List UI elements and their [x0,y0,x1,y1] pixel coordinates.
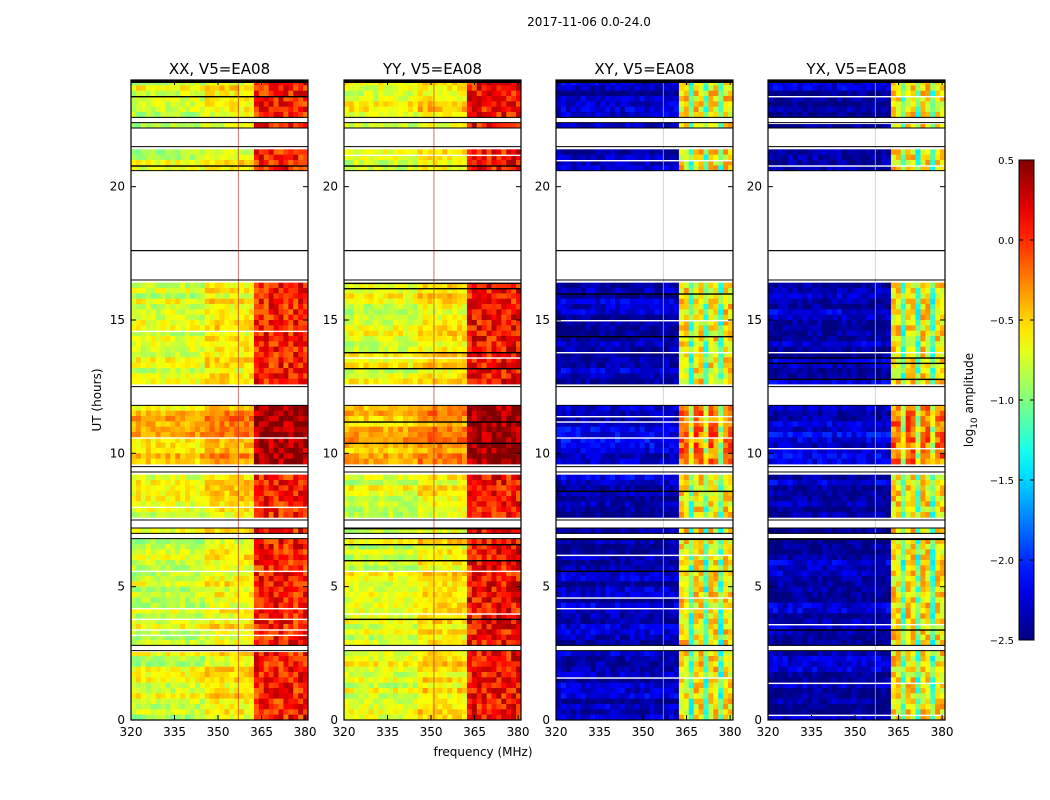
y-tick-label: 15 [747,313,762,327]
x-tick-label: 350 [207,725,230,739]
y-tick-label: 20 [747,180,762,194]
y-tick-label: 20 [323,180,338,194]
panel-title: XX, V5=EA08 [169,60,270,78]
x-tick-label: 365 [675,725,698,739]
panel-title: YY, V5=EA08 [382,60,482,78]
x-tick-label: 335 [800,725,823,739]
spectrogram-image [131,80,308,720]
panel-3: XY, V5=EA08 320 335 350 365 380 0 5 10 15 20 [535,60,742,739]
colorbar-tick-label: 0.0 [998,236,1014,247]
spectrogram-image [344,80,521,720]
colorbar-tick-label: −2.5 [990,636,1014,647]
panel-title: XY, V5=EA08 [594,60,694,78]
x-tick-label: 335 [588,725,611,739]
colorbar-tick-label: −2.0 [990,556,1014,567]
colorbar: 0.5 0.0 −0.5 −1.0 −1.5 −2.0 −2.5 log10 amplitud… [962,156,1035,647]
colorbar-tick-label: −1.0 [990,396,1014,407]
y-tick-label: 0 [754,713,762,727]
x-tick-label: 380 [507,725,530,739]
colorbar-label: log10 amplitude [962,353,980,447]
y-tick-label: 10 [110,446,125,460]
panel-4: YX, V5=EA08 320 335 350 365 380 0 5 10 15 20 [747,60,954,739]
x-tick-label: 365 [463,725,486,739]
y-tick-label: 5 [542,580,550,594]
x-tick-label: 380 [931,725,954,739]
y-tick-label: 5 [117,580,125,594]
x-tick-label: 320 [757,725,780,739]
colorbar-tick-label: −0.5 [990,316,1014,327]
spectrogram-image [556,80,733,720]
x-tick-label: 320 [545,725,568,739]
x-tick-label: 320 [333,725,356,739]
y-axis-label: UT (hours) [90,368,104,431]
figure-suptitle: 2017-11-06 0.0-24.0 [527,15,651,29]
y-tick-label: 10 [535,446,550,460]
x-tick-label: 335 [163,725,186,739]
y-tick-label: 0 [330,713,338,727]
panel-1: XX, V5=EA08 320 335 350 365 380 0 5 10 15 20 [110,60,317,739]
y-tick-label: 20 [110,180,125,194]
x-tick-label: 350 [632,725,655,739]
y-tick-label: 10 [323,446,338,460]
colorbar-tick-label: 0.5 [998,156,1014,167]
colorbar-tick-label: −1.5 [990,476,1014,487]
spectrogram-image [768,80,945,720]
x-tick-label: 320 [120,725,143,739]
x-tick-label: 365 [887,725,910,739]
y-tick-label: 15 [110,313,125,327]
y-tick-label: 5 [754,580,762,594]
y-tick-label: 0 [117,713,125,727]
y-tick-label: 15 [323,313,338,327]
x-tick-label: 380 [719,725,742,739]
x-tick-label: 350 [420,725,443,739]
y-tick-label: 20 [535,180,550,194]
x-axis-label: frequency (MHz) [433,745,532,759]
y-tick-label: 0 [542,713,550,727]
x-tick-label: 350 [844,725,867,739]
y-tick-label: 5 [330,580,338,594]
y-tick-label: 15 [535,313,550,327]
panel-title: YX, V5=EA08 [805,60,906,78]
panel-2: YY, V5=EA08 320 335 350 365 380 0 5 10 15 20 [323,60,530,739]
x-tick-label: 380 [294,725,317,739]
x-tick-label: 365 [250,725,273,739]
x-tick-label: 335 [376,725,399,739]
y-tick-label: 10 [747,446,762,460]
